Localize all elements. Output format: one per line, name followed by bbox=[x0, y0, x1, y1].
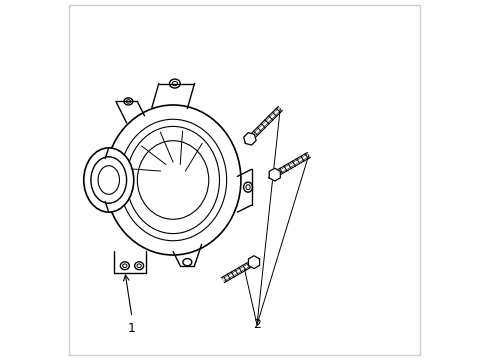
Text: 1: 1 bbox=[128, 322, 136, 335]
Text: 2: 2 bbox=[253, 318, 261, 331]
Polygon shape bbox=[243, 132, 256, 145]
Ellipse shape bbox=[105, 105, 241, 255]
Polygon shape bbox=[248, 256, 259, 269]
Polygon shape bbox=[269, 168, 280, 181]
Ellipse shape bbox=[83, 148, 134, 212]
